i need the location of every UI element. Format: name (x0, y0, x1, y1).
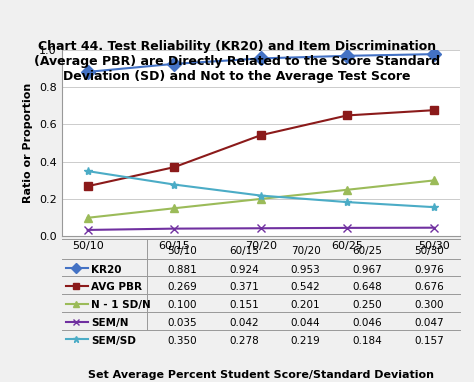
Text: 0.676: 0.676 (414, 282, 444, 293)
Text: 0.350: 0.350 (167, 336, 197, 346)
Line: SEM/N: SEM/N (83, 223, 438, 234)
SEM/N (431, 225, 437, 230)
Line: AVG PBR: AVG PBR (83, 106, 438, 190)
Text: 0.967: 0.967 (352, 265, 382, 275)
Text: SEM/SD: SEM/SD (91, 336, 137, 346)
AVG PBR (345, 113, 350, 118)
Text: 0.924: 0.924 (229, 265, 259, 275)
Text: 0.300: 0.300 (414, 300, 444, 310)
Text: 0.953: 0.953 (291, 265, 320, 275)
SEM/SD (431, 205, 437, 209)
Text: 60/25: 60/25 (352, 246, 382, 256)
Text: 0.278: 0.278 (229, 336, 259, 346)
Line: SEM/SD: SEM/SD (83, 167, 438, 211)
Text: 0.047: 0.047 (414, 318, 444, 328)
SEM/N (85, 228, 91, 232)
Text: 0.269: 0.269 (167, 282, 197, 293)
AVG PBR (85, 184, 91, 188)
Text: 0.648: 0.648 (352, 282, 382, 293)
Text: 0.250: 0.250 (352, 300, 382, 310)
N - 1 SD/N (431, 178, 437, 183)
Text: 0.542: 0.542 (291, 282, 320, 293)
Text: 0.371: 0.371 (229, 282, 259, 293)
Text: 0.219: 0.219 (291, 336, 320, 346)
AVG PBR (258, 133, 264, 138)
AVG PBR (431, 108, 437, 112)
Text: 0.035: 0.035 (167, 318, 197, 328)
Text: 0.157: 0.157 (414, 336, 444, 346)
N - 1 SD/N (85, 215, 91, 220)
KR20 (85, 70, 91, 74)
SEM/N (258, 226, 264, 231)
Text: 0.201: 0.201 (291, 300, 320, 310)
Line: N - 1 SD/N: N - 1 SD/N (83, 176, 438, 222)
Y-axis label: Ratio or Proportion: Ratio or Proportion (23, 83, 34, 203)
Text: 0.046: 0.046 (352, 318, 382, 328)
KR20 (171, 62, 177, 66)
Text: AVG PBR: AVG PBR (91, 282, 143, 293)
Text: 50/10: 50/10 (167, 246, 197, 256)
SEM/N (345, 226, 350, 230)
Text: N - 1 SD/N: N - 1 SD/N (91, 300, 151, 310)
SEM/SD (171, 182, 177, 187)
Text: 60/15: 60/15 (229, 246, 259, 256)
KR20 (431, 52, 437, 57)
KR20 (258, 56, 264, 61)
Text: 0.976: 0.976 (414, 265, 444, 275)
Text: 0.100: 0.100 (167, 300, 197, 310)
Text: 0.044: 0.044 (291, 318, 320, 328)
Text: 0.151: 0.151 (229, 300, 259, 310)
Text: Set Average Percent Student Score/Standard Deviation: Set Average Percent Student Score/Standa… (88, 370, 434, 380)
Line: KR20: KR20 (83, 49, 438, 77)
AVG PBR (171, 165, 177, 170)
N - 1 SD/N (258, 197, 264, 201)
Text: 0.881: 0.881 (167, 265, 197, 275)
Text: 0.042: 0.042 (229, 318, 259, 328)
Text: SEM/N: SEM/N (91, 318, 129, 328)
SEM/SD (258, 193, 264, 198)
SEM/SD (85, 169, 91, 173)
Text: 70/20: 70/20 (291, 246, 320, 256)
Text: 50/30: 50/30 (414, 246, 444, 256)
Text: Chart 44. Test Reliability (KR20) and Item Discrimination
(Average PBR) are Dire: Chart 44. Test Reliability (KR20) and It… (34, 40, 440, 83)
N - 1 SD/N (345, 188, 350, 192)
N - 1 SD/N (171, 206, 177, 210)
KR20 (345, 53, 350, 58)
Text: KR20: KR20 (91, 265, 122, 275)
Text: 0.184: 0.184 (352, 336, 382, 346)
SEM/SD (345, 200, 350, 204)
SEM/N (171, 227, 177, 231)
